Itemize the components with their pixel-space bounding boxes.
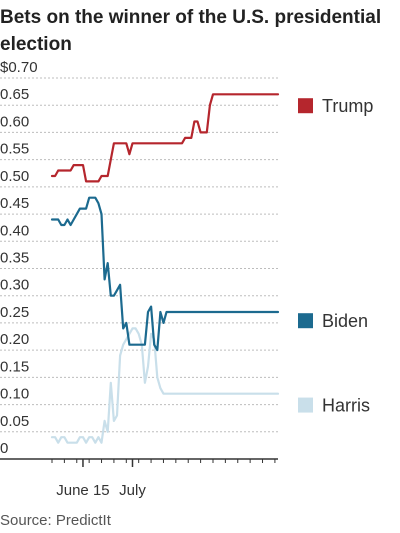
chart-title: Bets on the winner of the U.S. president… — [0, 7, 382, 55]
y-tick-label: 0.25 — [0, 304, 29, 321]
series-line-trump — [50, 93, 280, 183]
x-tick-label: June 15 — [56, 482, 109, 499]
y-tick-label: 0.50 — [0, 168, 29, 185]
y-tick-label: 0.20 — [0, 331, 29, 348]
y-tick-label: 0.30 — [0, 277, 29, 294]
legend-label-trump: Trump — [322, 96, 373, 116]
legend-swatch-trump — [298, 98, 313, 114]
series-lines — [50, 93, 280, 444]
y-tick-label: 0.35 — [0, 250, 29, 267]
y-gridlines — [0, 77, 278, 433]
series-line-harris — [50, 327, 280, 444]
legend-label-biden: Biden — [322, 311, 368, 331]
source-note: Source: PredictIt — [0, 512, 111, 529]
legend-swatch-harris — [298, 397, 313, 413]
y-tick-label: 0.60 — [0, 113, 29, 130]
y-tick-label: 0.15 — [0, 358, 29, 375]
y-tick-labels: $0.70 0.65 0.60 0.55 0.50 0.45 0.40 0.35 0.30 0.2… — [0, 59, 38, 457]
y-tick-label: $0.70 — [0, 59, 38, 76]
legend-swatch-biden — [298, 313, 313, 329]
y-tick-label: 0.65 — [0, 86, 29, 103]
legend-label-harris: Harris — [322, 396, 370, 416]
y-tick-label: 0 — [0, 440, 8, 457]
x-tick-label: July — [119, 482, 146, 499]
y-tick-label: 0.55 — [0, 141, 29, 158]
y-tick-label: 0.45 — [0, 195, 29, 212]
legend: Trump Biden Harris — [298, 96, 373, 416]
y-tick-label: 0.05 — [0, 413, 29, 430]
y-tick-label: 0.10 — [0, 386, 29, 403]
series-line-biden — [50, 196, 280, 352]
y-tick-label: 0.40 — [0, 222, 29, 239]
x-axis: June 15 July — [0, 458, 278, 499]
